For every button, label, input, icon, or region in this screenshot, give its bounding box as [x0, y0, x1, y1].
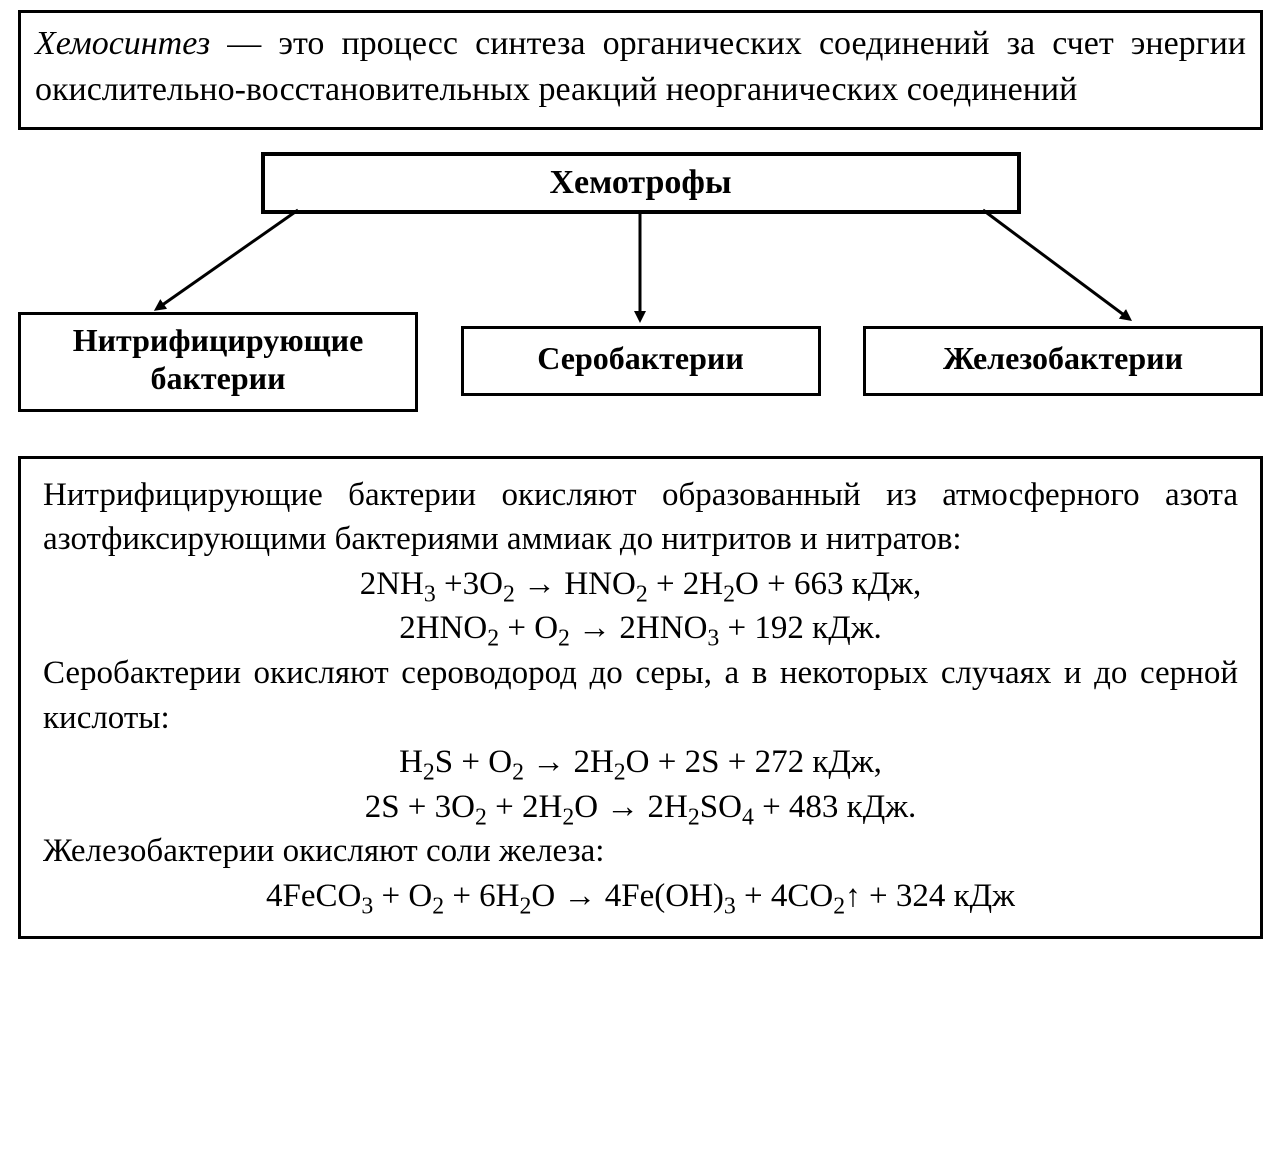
tree-connectors: [18, 208, 1263, 328]
leaf-iron: Железобактерии: [863, 326, 1263, 396]
reactions-eq1: 2NH3 +3O2 → HNO2 + 2H2O + 663 кДж,: [43, 562, 1238, 607]
tree-root-node: Хемотрофы: [261, 152, 1021, 214]
definition-term: Хемосинтез: [35, 25, 210, 62]
leaf-sulfur: Серобактерии: [461, 326, 821, 396]
reactions-p1: Нитрифицирующие бактерии окисляют образо…: [43, 473, 1238, 562]
page: Хемосинтез — это процесс синтеза органич…: [0, 0, 1281, 1168]
reactions-p3: Железобактерии окисляют соли железа:: [43, 829, 1238, 874]
definition-box: Хемосинтез — это процесс синтеза органич…: [18, 10, 1263, 130]
reactions-p2: Серобактерии окисляют сероводород до сер…: [43, 651, 1238, 740]
definition-text: — это процесс синтеза органических соеди…: [35, 25, 1246, 108]
leaf-nitrifying: Нитрифицирую­щие бактерии: [18, 312, 418, 412]
reactions-eq2: 2HNO2 + O2 → 2HNO3 + 192 кДж.: [43, 606, 1238, 651]
reactions-box: Нитрифицирующие бактерии окисляют образо…: [18, 456, 1263, 939]
reactions-eq3: H2S + O2 → 2H2O + 2S + 272 кДж,: [43, 740, 1238, 785]
reactions-eq5: 4FeCO3 + O2 + 6H2O → 4Fe(OH)3 + 4CO2↑ + …: [43, 874, 1238, 919]
tree-diagram: Хемотрофы Нитрифицирую­щие бактерии Серо…: [18, 152, 1263, 412]
reactions-eq4: 2S + 3O2 + 2H2O → 2H2SO4 + 483 кДж.: [43, 785, 1238, 830]
tree-leaves: Нитрифицирую­щие бактерии Серобактерии Ж…: [18, 312, 1263, 412]
